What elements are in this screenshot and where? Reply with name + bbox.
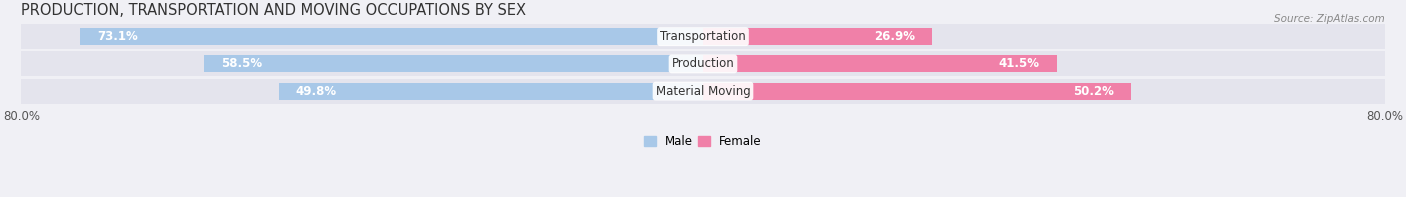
Bar — [703, 51, 1385, 76]
Bar — [21, 51, 703, 76]
Text: Transportation: Transportation — [661, 30, 745, 43]
Text: Production: Production — [672, 57, 734, 70]
Bar — [703, 83, 1130, 99]
Bar — [278, 83, 703, 99]
Bar — [21, 24, 703, 49]
Bar — [703, 28, 932, 45]
Bar — [21, 79, 703, 104]
Bar — [703, 56, 1057, 72]
Text: 41.5%: 41.5% — [998, 57, 1039, 70]
Bar — [703, 79, 1385, 104]
Text: 58.5%: 58.5% — [222, 57, 263, 70]
Bar — [703, 24, 1385, 49]
Bar — [204, 56, 703, 72]
Text: Source: ZipAtlas.com: Source: ZipAtlas.com — [1274, 14, 1385, 24]
Text: 50.2%: 50.2% — [1073, 85, 1114, 98]
Legend: Male, Female: Male, Female — [640, 130, 766, 152]
Text: 73.1%: 73.1% — [97, 30, 138, 43]
Text: 26.9%: 26.9% — [875, 30, 915, 43]
Text: PRODUCTION, TRANSPORTATION AND MOVING OCCUPATIONS BY SEX: PRODUCTION, TRANSPORTATION AND MOVING OC… — [21, 3, 526, 18]
Bar — [80, 28, 703, 45]
Text: 49.8%: 49.8% — [295, 85, 337, 98]
Text: Material Moving: Material Moving — [655, 85, 751, 98]
